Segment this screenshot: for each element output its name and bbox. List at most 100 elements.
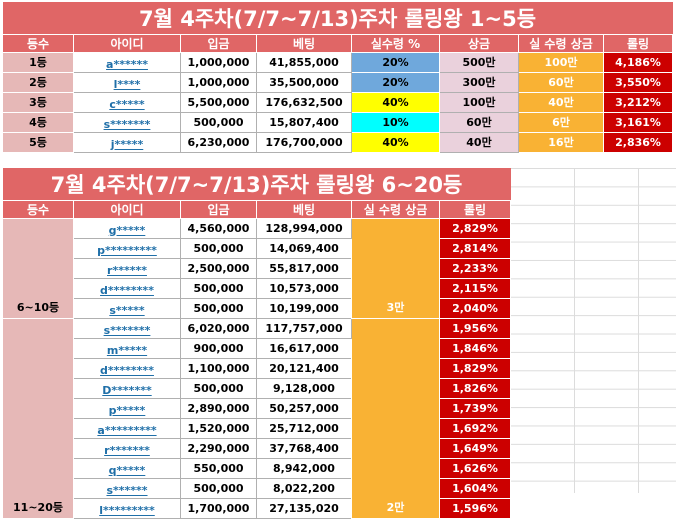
user-id-link[interactable]: m***** xyxy=(106,343,148,357)
actual-prize-cell: 40만 xyxy=(518,91,604,113)
rank-cell: 4등 xyxy=(2,111,74,133)
table-row: m***** 900,000 16,617,000 1,846% xyxy=(3,337,512,359)
table-row: 1등 a****** 1,000,000 41,855,000 20% 500만… xyxy=(2,51,674,73)
pct-cell: 20% xyxy=(351,71,440,93)
table-row: a********* 1,520,000 25,712,000 1,692% xyxy=(3,417,512,439)
bet-cell: 10,573,000 xyxy=(256,277,352,299)
deposit-cell: 1,520,000 xyxy=(180,417,257,439)
pct-cell: 10% xyxy=(351,111,440,133)
pct-cell: 20% xyxy=(351,51,440,73)
deposit-cell: 5,500,000 xyxy=(180,91,257,113)
bet-cell: 9,128,000 xyxy=(256,377,352,399)
bet-cell: 37,768,400 xyxy=(256,437,352,459)
rolling-cell: 2,115% xyxy=(438,277,512,299)
rank6-20-table: 7월 4주차(7/7~7/13)주차 롤링왕 6~20등 등수 아이디 입금 베… xyxy=(2,168,512,519)
bet-cell: 16,617,000 xyxy=(256,337,352,359)
rank-cell: 5등 xyxy=(2,131,74,153)
deposit-cell: 4,560,000 xyxy=(180,217,257,239)
user-id-link[interactable]: p***** xyxy=(108,403,146,417)
header-deposit: 입금 xyxy=(180,199,257,219)
rolling-cell: 1,604% xyxy=(438,477,512,499)
bet-cell: 117,757,000 xyxy=(256,317,352,339)
user-id-link[interactable]: d******** xyxy=(100,283,154,297)
table-row: 2등 l**** 1,000,000 35,500,000 20% 300만 6… xyxy=(2,71,674,93)
rolling-cell: 2,814% xyxy=(438,237,512,259)
rolling-cell: 1,846% xyxy=(438,337,512,359)
user-id-link[interactable]: l********* xyxy=(99,503,155,517)
top5-table: 7월 4주차(7/7~7/13)주차 롤링왕 1~5등 등수 아이디 입금 베팅… xyxy=(2,2,674,153)
header-deposit: 입금 xyxy=(180,33,257,53)
table-row: d******** 1,100,000 20,121,400 1,829% xyxy=(3,357,512,379)
user-id-link[interactable]: a********* xyxy=(97,423,157,437)
deposit-cell: 6,020,000 xyxy=(180,317,257,339)
deposit-cell: 500,000 xyxy=(180,377,257,399)
bet-cell: 176,700,000 xyxy=(256,131,352,153)
prize-cell: 500만 xyxy=(439,51,519,73)
rolling-cell: 1,596% xyxy=(438,497,512,519)
user-id-link[interactable]: j***** xyxy=(110,137,144,151)
deposit-cell: 500,000 xyxy=(180,111,257,133)
user-id-link[interactable]: s******* xyxy=(103,323,151,337)
bet-cell: 8,022,200 xyxy=(256,477,352,499)
table-row: d******** 500,000 10,573,000 2,115% xyxy=(3,277,512,299)
user-id-link[interactable]: d******** xyxy=(100,363,154,377)
rolling-cell: 1,829% xyxy=(438,357,512,379)
bet-cell: 50,257,000 xyxy=(256,397,352,419)
top5-title: 7월 4주차(7/7~7/13)주차 롤링왕 1~5등 xyxy=(2,2,673,34)
pct-cell: 40% xyxy=(351,91,440,113)
bet-cell: 14,069,400 xyxy=(256,237,352,259)
rank6-20-title: 7월 4주차(7/7~7/13)주차 롤링왕 6~20등 xyxy=(2,168,511,200)
rolling-cell: 1,692% xyxy=(438,417,512,439)
header-pct: 실수령 % xyxy=(351,33,440,53)
actual-prize-group-11-20: 2만 xyxy=(351,317,440,519)
deposit-cell: 550,000 xyxy=(180,457,257,479)
user-id-link[interactable]: l**** xyxy=(113,77,141,91)
table-row: 4등 s******* 500,000 15,807,400 10% 60만 6… xyxy=(2,111,674,133)
bet-cell: 55,817,000 xyxy=(256,257,352,279)
user-id-link[interactable]: a****** xyxy=(106,57,148,71)
deposit-cell: 2,290,000 xyxy=(180,437,257,459)
header-bet: 베팅 xyxy=(256,199,352,219)
user-id-link[interactable]: s***** xyxy=(109,303,145,317)
deposit-cell: 1,000,000 xyxy=(180,51,257,73)
header-rank: 등수 xyxy=(2,33,74,53)
deposit-cell: 2,890,000 xyxy=(180,397,257,419)
rolling-cell: 2,836% xyxy=(602,131,674,153)
rolling-cell: 2,040% xyxy=(438,297,512,319)
bet-cell: 10,199,000 xyxy=(256,297,352,319)
actual-prize-cell: 60만 xyxy=(518,71,604,93)
user-id-link[interactable]: s****** xyxy=(106,483,148,497)
header-bet: 베팅 xyxy=(256,33,352,53)
bet-cell: 25,712,000 xyxy=(256,417,352,439)
rolling-cell: 1,826% xyxy=(438,377,512,399)
actual-prize-group-6-10: 3만 xyxy=(351,217,440,319)
deposit-cell: 500,000 xyxy=(180,477,257,499)
deposit-cell: 500,000 xyxy=(180,277,257,299)
user-id-link[interactable]: p********* xyxy=(97,243,157,257)
rolling-cell: 1,956% xyxy=(438,317,512,339)
bet-cell: 176,632,500 xyxy=(256,91,352,113)
deposit-cell: 1,100,000 xyxy=(180,357,257,379)
header-rank: 등수 xyxy=(2,199,74,219)
user-id-link[interactable]: q***** xyxy=(108,463,146,477)
rolling-cell: 1,626% xyxy=(438,457,512,479)
spreadsheet-grid-background xyxy=(510,168,676,493)
user-id-link[interactable]: r****** xyxy=(107,263,147,277)
rolling-cell: 3,212% xyxy=(602,91,674,113)
table-row: 5등 j***** 6,230,000 176,700,000 40% 40만 … xyxy=(2,131,674,153)
user-id-link[interactable]: D******* xyxy=(102,383,152,397)
user-id-link[interactable]: s******* xyxy=(103,117,151,131)
bet-cell: 27,135,020 xyxy=(256,497,352,519)
user-id-link[interactable]: r******* xyxy=(104,443,150,457)
deposit-cell: 900,000 xyxy=(180,337,257,359)
actual-prize-cell: 6만 xyxy=(518,111,604,133)
table-row: 3등 c***** 5,500,000 176,632,500 40% 100만… xyxy=(2,91,674,113)
user-id-link[interactable]: g***** xyxy=(108,223,146,237)
rank-cell: 1등 xyxy=(2,51,74,73)
deposit-cell: 500,000 xyxy=(180,237,257,259)
user-id-link[interactable]: c***** xyxy=(109,97,145,111)
rolling-cell: 2,233% xyxy=(438,257,512,279)
header-rolling: 롤링 xyxy=(602,33,674,53)
header-id: 아이디 xyxy=(73,33,181,53)
prize-cell: 100만 xyxy=(439,91,519,113)
